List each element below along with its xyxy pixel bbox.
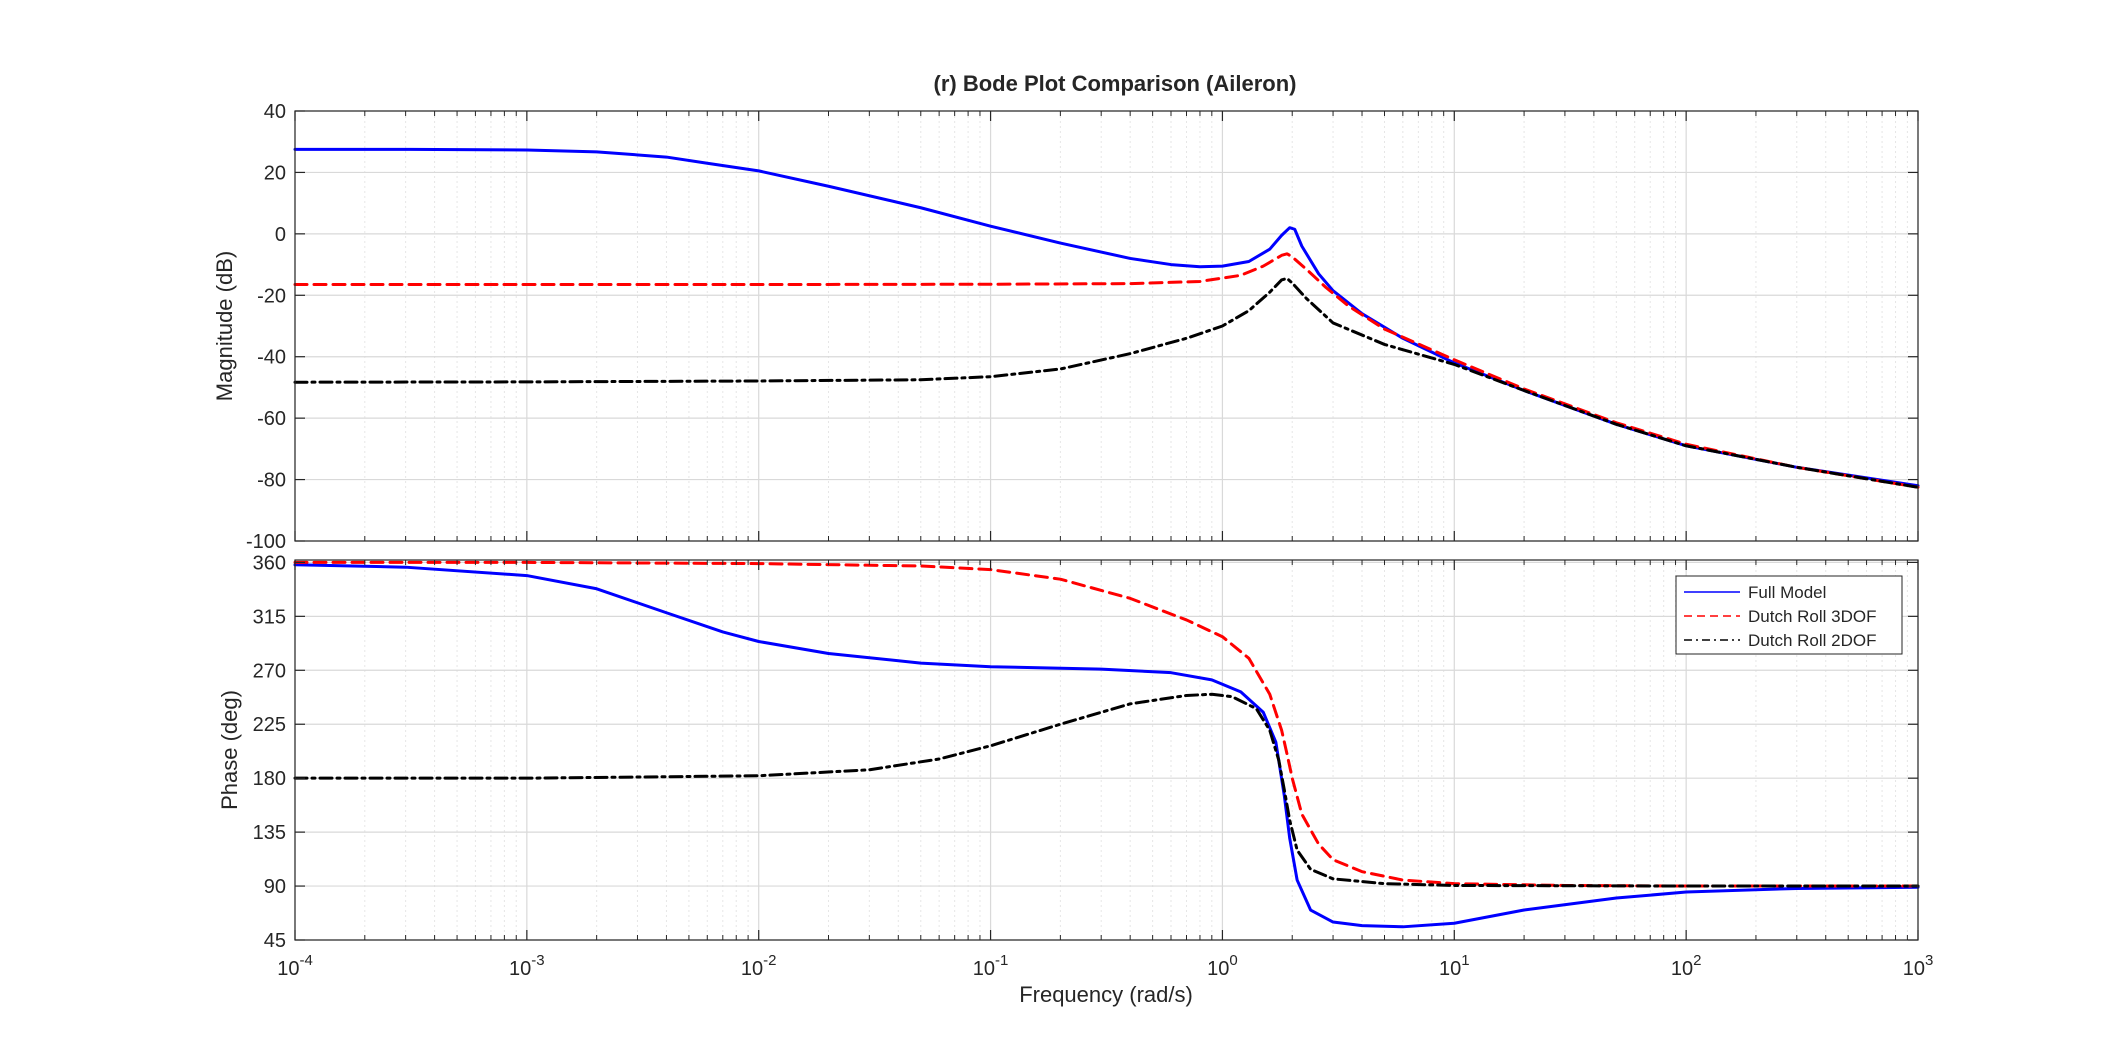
frequency-tick-label: 101 [1439, 952, 1470, 980]
phase-series-lines [293, 560, 1920, 929]
mag-ytick-label: -100 [246, 531, 286, 553]
magnitude-ylabel: Magnitude (dB) [212, 251, 237, 401]
ph-series-dutch-roll-2dof [293, 692, 1920, 888]
ph-ytick-label: 270 [253, 660, 286, 682]
legend-items: Full Model Dutch Roll 3DOF Dutch Roll 2DOF [1684, 583, 1876, 650]
frequency-tick-base: 10 [973, 958, 995, 980]
frequency-tick-exponent: -4 [299, 952, 312, 969]
ph-ytick-label: 180 [253, 768, 286, 790]
mag-series-dutch-roll-2dof [293, 276, 1920, 489]
phase-panel: 360 315 270 225 180 135 90 45 Phase (deg) Full … [217, 552, 1920, 952]
mag-ytick-label: -80 [257, 470, 286, 492]
frequency-tick-base: 10 [1903, 958, 1925, 980]
mag-ytick-label: 20 [264, 162, 286, 184]
phase-ylabel: Phase (deg) [217, 690, 242, 810]
phase-ytick-labels: 360 315 270 225 180 135 90 45 [253, 552, 286, 952]
ph-ytick-label: 315 [253, 606, 286, 628]
frequency-tick-base: 10 [1207, 958, 1229, 980]
frequency-tick-base: 10 [1439, 958, 1461, 980]
frequency-tick-label: 102 [1671, 952, 1702, 980]
frequency-tick-labels: 10-4 10-3 10-2 10-1 100 101 102 103 [277, 952, 1933, 980]
mag-ytick-label: -40 [257, 347, 286, 369]
frequency-tick-base: 10 [1671, 958, 1693, 980]
frequency-tick-base: 10 [509, 958, 531, 980]
ph-ytick-label: 45 [264, 930, 286, 952]
ph-ytick-label: 135 [253, 822, 286, 844]
frequency-tick-exponent: 3 [1925, 952, 1933, 969]
chart-title: (r) Bode Plot Comparison (Aileron) [934, 71, 1297, 96]
legend-label-dutch-roll-3dof: Dutch Roll 3DOF [1748, 607, 1876, 626]
mag-ytick-label: 0 [275, 224, 286, 246]
frequency-tick-base: 10 [277, 958, 299, 980]
frequency-tick-label: 10-3 [509, 952, 545, 980]
frequency-tick-exponent: -3 [531, 952, 544, 969]
magnitude-panel: 40 20 0 -20 -40 -60 -80 -100 Magnitude (dB) [212, 101, 1920, 553]
frequency-tick-exponent: 0 [1229, 952, 1237, 969]
magnitude-ytick-labels: 40 20 0 -20 -40 -60 -80 -100 [246, 101, 286, 553]
magnitude-plot-area [295, 111, 1918, 541]
ph-ytick-label: 360 [253, 552, 286, 574]
magnitude-minor-grid [364, 111, 1908, 541]
ph-ytick-label: 225 [253, 714, 286, 736]
mag-ytick-label: -20 [257, 285, 286, 307]
legend: Full Model Dutch Roll 3DOF Dutch Roll 2DOF [1675, 575, 1903, 655]
phase-axes-box [294, 559, 1919, 941]
ph-series-dutch-roll-3dof [293, 560, 1920, 888]
legend-label-dutch-roll-2dof: Dutch Roll 2DOF [1748, 631, 1876, 650]
frequency-tick-exponent: -2 [763, 952, 776, 969]
ph-ytick-label: 90 [264, 876, 286, 898]
frequency-tick-exponent: 2 [1693, 952, 1701, 969]
frequency-tick-label: 10-4 [277, 952, 313, 980]
mag-series-dutch-roll-3dof [293, 252, 1920, 489]
mag-ytick-label: 40 [264, 101, 286, 123]
magnitude-series-lines [293, 147, 1920, 489]
legend-box [1675, 575, 1903, 655]
frequency-tick-exponent: -1 [995, 952, 1008, 969]
frequency-tick-base: 10 [741, 958, 763, 980]
frequency-tick-label: 100 [1207, 952, 1238, 980]
frequency-tick-exponent: 1 [1461, 952, 1469, 969]
phase-plot-area [295, 560, 1918, 940]
frequency-tick-label: 10-1 [973, 952, 1009, 980]
mag-ytick-label: -60 [257, 408, 286, 430]
frequency-tick-label: 103 [1903, 952, 1934, 980]
magnitude-axes-box [294, 110, 1919, 542]
frequency-xlabel: Frequency (rad/s) [1019, 982, 1193, 1007]
frequency-tick-label: 10-2 [741, 952, 777, 980]
ph-series-full-model [293, 563, 1920, 929]
legend-label-full-model: Full Model [1748, 583, 1826, 602]
